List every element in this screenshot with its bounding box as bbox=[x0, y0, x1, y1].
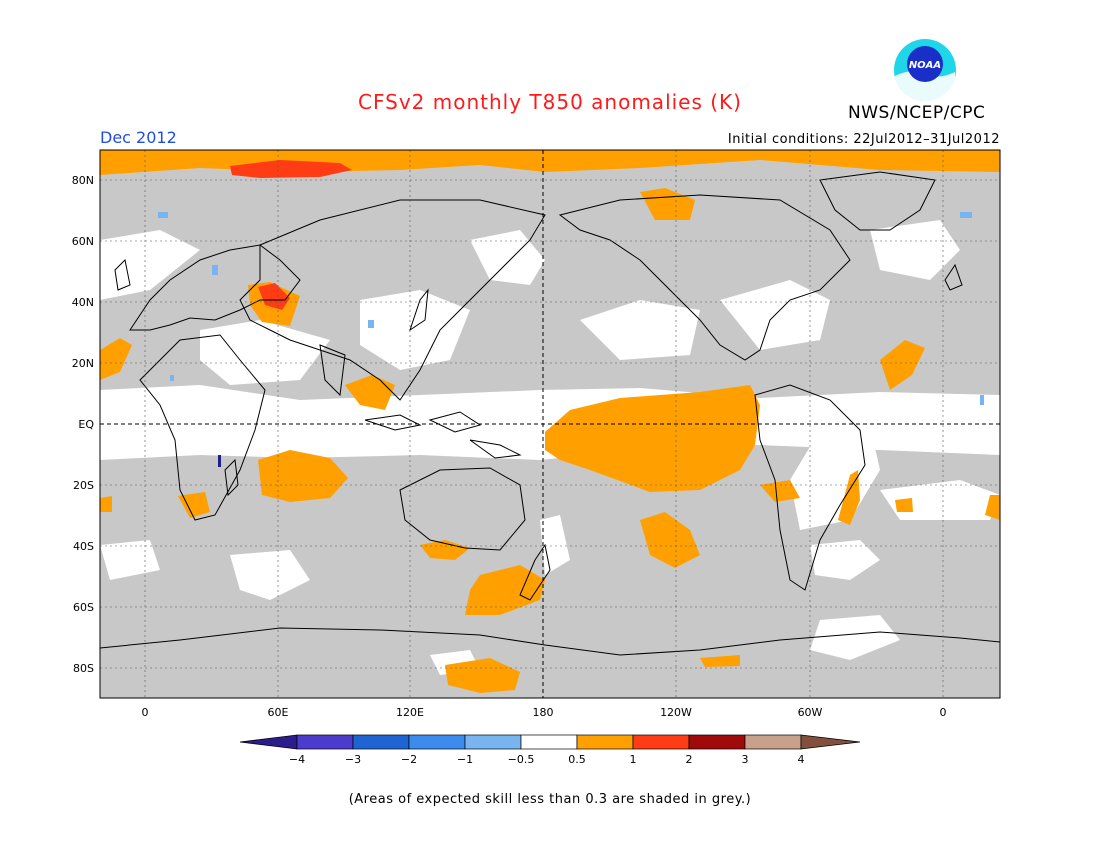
lon-label: 0 bbox=[940, 706, 947, 719]
neutral-anomaly-regions bbox=[100, 220, 1000, 675]
skill-note: (Areas of expected skill less than 0.3 a… bbox=[348, 792, 752, 807]
colorbar-bin bbox=[464, 734, 522, 750]
colorbar-label: 4 bbox=[798, 753, 805, 766]
lat-label: 80N bbox=[72, 174, 94, 187]
map-frame bbox=[99, 149, 1001, 699]
longitude-axis: 0 60E 120E 180 120W 60W 0 bbox=[142, 706, 947, 719]
lat-label: 40S bbox=[73, 540, 94, 553]
colorbar-bin bbox=[576, 734, 634, 750]
colorbar-label: −2 bbox=[401, 753, 417, 766]
colorbar-left-arrow bbox=[239, 734, 298, 750]
warm-anomaly-regions bbox=[100, 150, 1000, 693]
colorbar-bin bbox=[520, 734, 578, 750]
coastlines bbox=[100, 171, 1000, 656]
colorbar-bin bbox=[296, 734, 354, 750]
graticule bbox=[100, 150, 1000, 698]
lat-label: 60N bbox=[72, 235, 94, 248]
logo-text: NOAA bbox=[909, 60, 941, 71]
colorbar-label: 0.5 bbox=[568, 753, 586, 766]
colorbar-label: 3 bbox=[742, 753, 749, 766]
colorbar-label: 2 bbox=[686, 753, 693, 766]
initial-conditions: Initial conditions: 22Jul2012–31Jul2012 bbox=[727, 132, 1000, 147]
noaa-logo: NOAA bbox=[894, 39, 956, 102]
forecast-period: Dec 2012 bbox=[100, 128, 177, 147]
latitude-axis: 80N 60N 40N 20N EQ 20S 40S 60S 80S bbox=[72, 174, 95, 675]
colorbar: −4 −3 −2 −1 −0.5 0.5 1 2 3 4 bbox=[239, 734, 861, 766]
lon-label: 60W bbox=[798, 706, 823, 719]
colorbar-right-arrow bbox=[800, 734, 861, 750]
colorbar-bin bbox=[632, 734, 690, 750]
map-plot-area bbox=[100, 150, 1000, 698]
lon-label: 0 bbox=[142, 706, 149, 719]
lat-label: 60S bbox=[73, 601, 94, 614]
lon-label: 120W bbox=[660, 706, 692, 719]
colorbar-label: −4 bbox=[289, 753, 305, 766]
colorbar-bin bbox=[352, 734, 410, 750]
lon-label: 60E bbox=[268, 706, 289, 719]
lat-label: EQ bbox=[78, 418, 94, 431]
cool-anomaly-regions bbox=[158, 212, 984, 405]
organization-label: NWS/NCEP/CPC bbox=[848, 103, 986, 123]
lat-label: 80S bbox=[73, 662, 94, 675]
chart-title: CFSv2 monthly T850 anomalies (K) bbox=[358, 90, 742, 114]
colorbar-label: −1 bbox=[457, 753, 473, 766]
equator-dateline bbox=[100, 150, 1000, 698]
lon-label: 120E bbox=[396, 706, 424, 719]
colorbar-bin bbox=[744, 734, 802, 750]
lon-label: 180 bbox=[533, 706, 554, 719]
lat-label: 20N bbox=[72, 357, 94, 370]
colorbar-bin bbox=[688, 734, 746, 750]
colorbar-label: 1 bbox=[630, 753, 637, 766]
strong-warm-anomaly-regions bbox=[230, 160, 352, 310]
lat-label: 20S bbox=[73, 479, 94, 492]
strong-cool-anomaly-regions bbox=[218, 455, 221, 467]
lat-label: 40N bbox=[72, 296, 94, 309]
colorbar-label: −3 bbox=[345, 753, 361, 766]
colorbar-label: −0.5 bbox=[508, 753, 535, 766]
colorbar-bin bbox=[408, 734, 466, 750]
